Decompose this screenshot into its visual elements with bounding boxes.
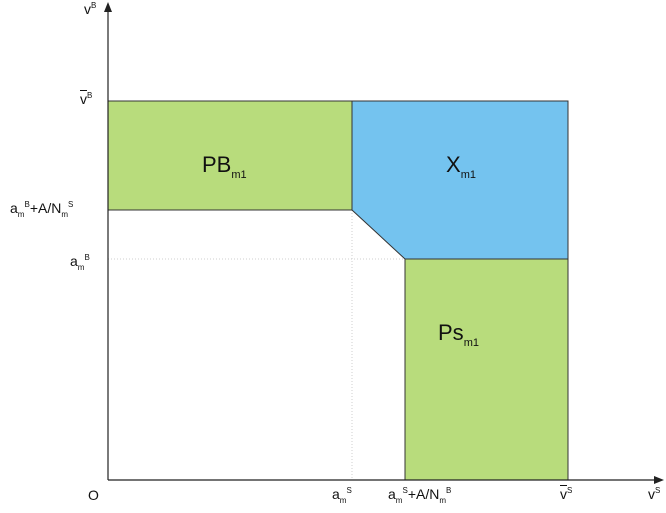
y-axis-label: vB xyxy=(84,1,97,17)
y-tick-vbar-b-main: v xyxy=(80,91,87,107)
x-tick-amsAN-sub: m xyxy=(395,496,403,505)
y-tick-vbar-b: vB xyxy=(80,91,93,107)
y-tick-ambAN-sub: m xyxy=(17,210,25,219)
y-tick-ambAN-sup: B xyxy=(24,200,30,209)
x-tick-ams-a: a xyxy=(332,486,340,502)
y-tick-amb: amB xyxy=(70,253,90,272)
region-x-label: Xm1 xyxy=(446,152,476,181)
region-ps xyxy=(404,258,569,481)
y-tick-amb-a: a xyxy=(70,253,78,269)
x-tick-ams: amS xyxy=(332,486,352,505)
y-tick-amb-plus-an: amB+A/NmS xyxy=(10,200,74,219)
region-pb-sub: m1 xyxy=(231,169,247,181)
y-tick-amb-sub: m xyxy=(77,263,85,272)
x-axis-var: v xyxy=(648,486,655,502)
y-tick-ambAN-sup2: S xyxy=(68,200,74,209)
y-tick-vbar-b-sup: B xyxy=(87,91,93,100)
region-pb xyxy=(107,100,353,211)
origin-label: O xyxy=(88,487,99,503)
region-pb-main: PB xyxy=(202,152,232,177)
x-tick-amsAN-a: a xyxy=(388,486,396,502)
y-tick-ambAN-sub2: m xyxy=(61,210,68,219)
region-ps-sub: m1 xyxy=(463,337,479,349)
region-ps-main: Ps xyxy=(438,320,464,345)
region-x xyxy=(351,100,569,260)
y-axis-sup: B xyxy=(91,1,97,10)
x-tick-vbar-s-sup: S xyxy=(567,486,573,495)
x-axis-label: vS xyxy=(648,486,661,502)
x-tick-ams-plus-an: amS+A/NmB xyxy=(388,486,452,505)
y-tick-ambAN-a: a xyxy=(10,200,18,216)
x-tick-ams-sub: m xyxy=(339,496,347,505)
x-tick-amsAN-sub2: m xyxy=(439,496,446,505)
x-tick-amsAN-mid: +A/N xyxy=(407,486,440,502)
region-ps-label: Psm1 xyxy=(438,320,479,349)
y-tick-amb-sup: B xyxy=(84,253,90,262)
y-axis-var: v xyxy=(84,1,91,17)
y-tick-ambAN-mid: +A/N xyxy=(29,200,62,216)
region-x-main: X xyxy=(446,152,461,177)
region-pb-label: PBm1 xyxy=(202,152,247,181)
x-axis-arrow xyxy=(654,476,664,484)
x-axis-sup: S xyxy=(655,486,661,495)
region-x-sub: m1 xyxy=(460,169,476,181)
x-tick-vbar-s: vS xyxy=(560,486,573,502)
y-axis-arrow xyxy=(104,2,112,12)
x-tick-amsAN-sup2: B xyxy=(446,486,452,495)
x-tick-amsAN-sup: S xyxy=(402,486,408,495)
x-tick-ams-sup: S xyxy=(346,486,352,495)
x-tick-vbar-s-main: v xyxy=(560,486,567,502)
